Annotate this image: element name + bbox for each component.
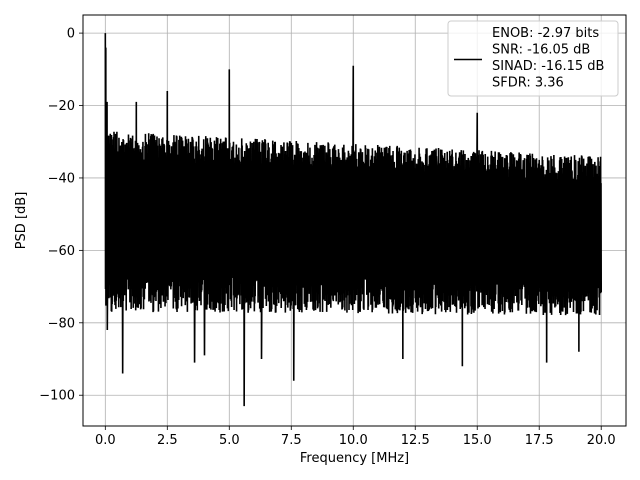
legend-label: SFDR: 3.36 bbox=[492, 76, 564, 91]
x-axis-label: Frequency [MHz] bbox=[300, 451, 409, 466]
psd-series-line bbox=[104, 33, 603, 407]
x-tick-label: 17.5 bbox=[525, 433, 554, 448]
x-axis-ticks: 0.0 2.5 5.0 7.5 10.0 12.5 15.0 17.5 20.0 bbox=[95, 426, 616, 448]
legend-label: ENOB: -2.97 bits bbox=[492, 26, 599, 41]
y-axis-ticks: 0 −20 −40 −60 −80 −100 bbox=[39, 27, 83, 404]
x-tick-label: 10.0 bbox=[339, 433, 368, 448]
x-tick-label: 20.0 bbox=[587, 433, 616, 448]
y-tick-label: 0 bbox=[67, 27, 75, 42]
plot-area bbox=[104, 33, 603, 407]
legend-label: SNR: -16.05 dB bbox=[492, 43, 590, 58]
x-tick-label: 2.5 bbox=[157, 433, 178, 448]
y-axis-label: PSD [dB] bbox=[14, 192, 29, 250]
y-tick-label: −100 bbox=[39, 389, 75, 404]
axes-frame bbox=[82, 14, 627, 427]
x-tick-label: 15.0 bbox=[463, 433, 492, 448]
x-tick-label: 5.0 bbox=[219, 433, 240, 448]
x-tick-label: 0.0 bbox=[95, 433, 116, 448]
legend-box bbox=[447, 20, 619, 97]
x-tick-label: 12.5 bbox=[401, 433, 430, 448]
y-tick-label: −60 bbox=[48, 244, 75, 259]
x-tick-label: 7.5 bbox=[281, 433, 302, 448]
y-tick-label: −40 bbox=[48, 171, 75, 186]
y-tick-label: −80 bbox=[48, 316, 75, 331]
y-tick-label: −20 bbox=[48, 99, 75, 114]
legend-label: SINAD: -16.15 dB bbox=[492, 59, 604, 74]
